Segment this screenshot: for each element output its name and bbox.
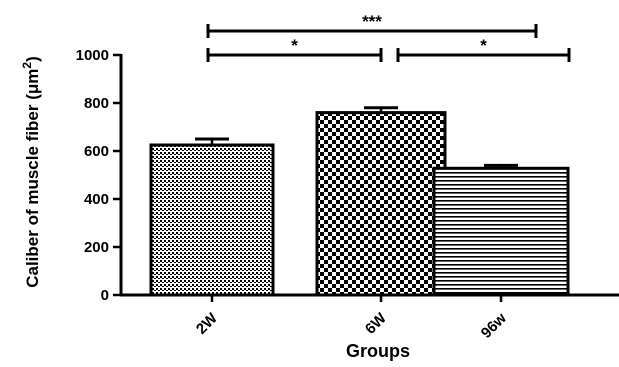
y-axis-title-unit: μm [23,69,42,95]
bar-6w [315,111,447,297]
x-tick-label-0: 2W [193,309,222,338]
y-axis-title-main: Caliber of muscle fiber ( [23,94,42,288]
x-tick-label-2: 96w [478,310,510,342]
significance-label-0: *** [362,12,382,31]
y-tick-label-1: 200 [84,239,109,256]
bar-2w [149,143,275,297]
y-tick-label-3: 600 [84,143,109,160]
significance-label-1: * [291,36,298,55]
y-axis-title-close: ) [23,56,42,62]
y-tick-label-2: 400 [84,191,109,208]
y-tick-label-5: 1000 [76,47,109,64]
x-axis-title: Groups [346,341,410,361]
y-tick-label-4: 800 [84,95,109,112]
y-axis-title: Caliber of muscle fiber (μm2) [20,56,42,288]
significance-label-2: * [480,36,487,55]
bar-96w [432,166,570,297]
x-tick-label-1: 6W [362,309,391,338]
y-axis-title-sup: 2 [20,62,34,69]
y-tick-label-0: 0 [101,287,109,304]
